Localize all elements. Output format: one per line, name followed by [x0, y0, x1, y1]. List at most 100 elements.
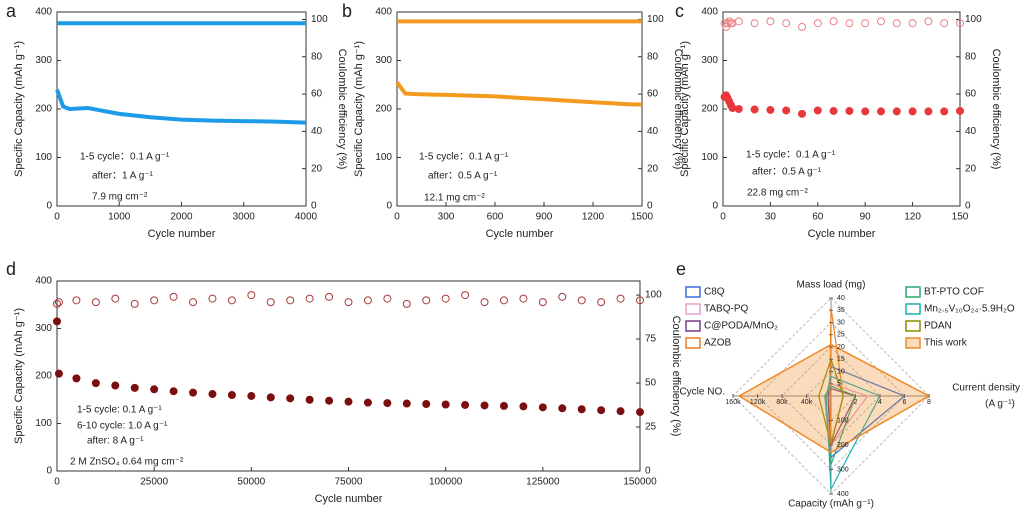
- radar-tick-label: 35: [837, 307, 845, 314]
- legend-label: TABQ-PQ: [704, 304, 748, 315]
- point: [54, 298, 63, 307]
- point: [750, 19, 759, 28]
- x-tick-label: 0: [394, 212, 400, 223]
- annotation: after：1 A g⁻¹: [92, 171, 154, 182]
- radar-tick-label: 100: [837, 417, 849, 424]
- y2-tick-label: 80: [647, 51, 659, 62]
- annotation: 2 M ZnSO₄ 0.64 mg cm⁻²: [70, 457, 184, 468]
- y2-tick-label: 20: [965, 163, 977, 174]
- point: [441, 400, 450, 409]
- point: [956, 106, 964, 115]
- point: [861, 19, 870, 28]
- point: [286, 394, 295, 403]
- annotation: after：0.5 A g⁻¹: [752, 167, 822, 178]
- radar-tick-label: 10: [837, 368, 845, 375]
- x-tick-label: 60: [812, 212, 824, 223]
- panel-label: a: [6, 1, 17, 21]
- y2-tick-label: 0: [965, 201, 971, 212]
- point: [499, 296, 508, 305]
- point: [363, 398, 372, 407]
- radar-tick-label: 5: [837, 381, 841, 388]
- point: [798, 22, 806, 31]
- point: [422, 296, 431, 305]
- y-tick-label: 100: [375, 152, 392, 163]
- y-axis-label: Specific Capacity (mAh g⁻¹): [13, 308, 25, 444]
- radar-grid: [805, 370, 857, 422]
- radar-tick-label: 200: [837, 442, 849, 449]
- point: [189, 298, 198, 307]
- x-axis-label: Cycle number: [808, 228, 876, 240]
- legend-label: PDAN: [924, 321, 952, 332]
- point: [130, 299, 139, 308]
- x-tick-label: 2000: [170, 212, 193, 223]
- point: [877, 107, 885, 116]
- radar-tick-label: 8: [927, 399, 931, 406]
- y2-tick-label: 100: [311, 14, 328, 25]
- y2-tick-label: 40: [965, 126, 977, 137]
- point: [111, 381, 120, 390]
- x-tick-label: 1200: [582, 212, 605, 223]
- x-tick-label: 150000: [623, 477, 657, 488]
- point: [829, 17, 838, 26]
- axis-name: Mass load (mg): [797, 280, 866, 291]
- radar-tick-label: 30: [837, 319, 845, 326]
- radar-tick-label: 4: [878, 399, 882, 406]
- y2-axis-label: Coulombic efficiency (%): [670, 316, 682, 437]
- point: [189, 388, 198, 397]
- legend-label: This work: [924, 338, 968, 349]
- panel-label: b: [342, 1, 352, 21]
- point: [577, 296, 586, 305]
- point: [940, 19, 949, 28]
- y2-axis-label: Coulombic efficiency (%): [990, 49, 1002, 170]
- point: [892, 19, 901, 28]
- point: [305, 395, 314, 404]
- x-tick-label: 150: [952, 212, 969, 223]
- point: [499, 401, 508, 410]
- y2-tick-label: 20: [647, 163, 659, 174]
- y2-tick-label: 0: [311, 201, 317, 212]
- axis-name: Cycle NO.: [679, 387, 725, 398]
- point: [441, 294, 450, 303]
- y-tick-label: 100: [701, 152, 718, 163]
- y2-tick-label: 60: [311, 89, 323, 100]
- point: [402, 299, 411, 308]
- legend-label: BT-PTO COF: [924, 287, 984, 298]
- radar-tick-label: 6: [903, 399, 907, 406]
- x-tick-label: 300: [438, 212, 455, 223]
- x-tick-label: 0: [54, 212, 60, 223]
- panel-label: e: [676, 259, 686, 279]
- y2-tick-label: 80: [965, 51, 977, 62]
- point: [720, 19, 729, 28]
- point: [305, 294, 314, 303]
- point: [247, 391, 256, 400]
- x-axis-label: Cycle number: [486, 228, 554, 240]
- legend-swatch: [905, 337, 921, 349]
- legend-label: C8Q: [704, 287, 725, 298]
- point: [53, 299, 61, 308]
- y2-axis-label: Coulombic efficiency (%): [672, 49, 684, 170]
- legend-label: C@PODA/MnO₂: [704, 321, 778, 332]
- y-axis-label: Specific Capacity (mAh g⁻¹): [679, 41, 691, 177]
- radar-tick-label: 120k: [750, 399, 766, 406]
- legend-swatch: [905, 286, 921, 298]
- y-tick-label: 300: [701, 55, 718, 66]
- annotation: 1-5 cycle：0.1 A g⁻¹: [419, 152, 509, 163]
- y2-tick-label: 100: [647, 14, 664, 25]
- point: [266, 393, 275, 402]
- point: [363, 296, 372, 305]
- point: [734, 17, 743, 26]
- point: [266, 298, 275, 307]
- point: [519, 294, 528, 303]
- y-tick-label: 0: [712, 201, 718, 212]
- panel-label: c: [675, 1, 684, 21]
- series-line: [395, 81, 643, 107]
- point: [538, 403, 547, 412]
- radar-tick-label: 40: [837, 295, 845, 302]
- annotation: 6-10 cycle: 1.0 A g⁻¹: [77, 421, 168, 432]
- annotation: 1-5 cycle：0.1 A g⁻¹: [80, 152, 170, 163]
- point: [150, 296, 159, 305]
- legend-swatch: [905, 303, 921, 315]
- radar-tick-label: 25: [837, 332, 845, 339]
- y-tick-label: 200: [35, 371, 52, 382]
